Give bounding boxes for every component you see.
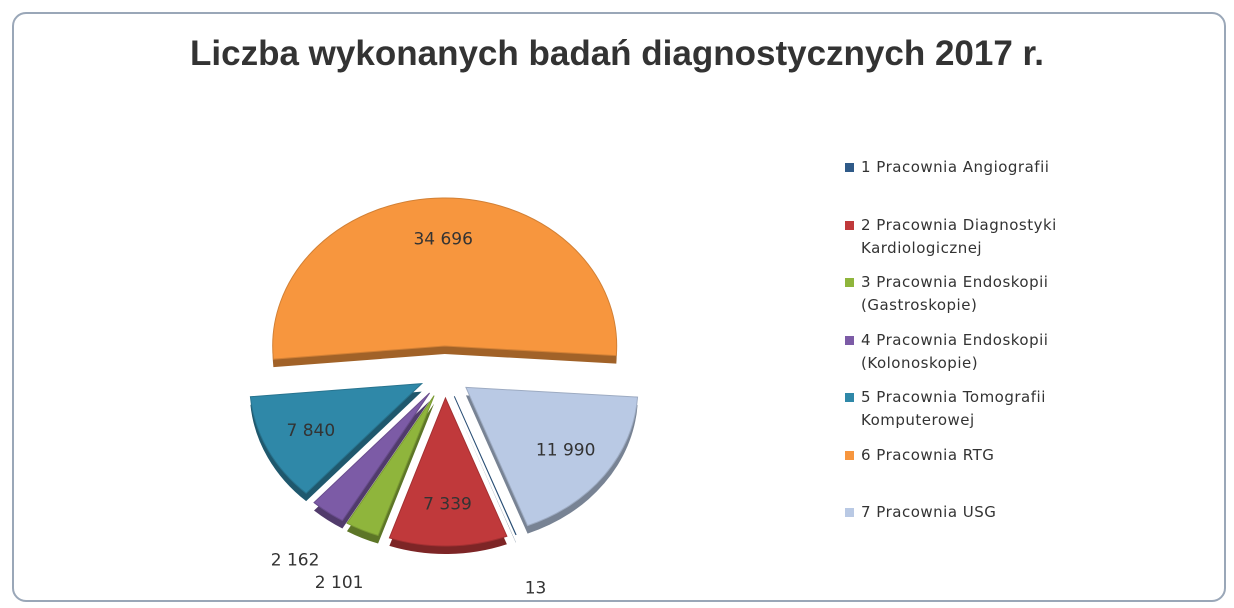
legend-label: 2 Pracownia Diagnostyki Kardiologicznej xyxy=(861,215,1057,257)
slice xyxy=(313,392,431,522)
legend-item: 5 Pracownia Tomografii Komputerowej xyxy=(845,386,1115,444)
legend-swatch xyxy=(845,163,854,172)
legend: 1 Pracownia Angiografii 2 Pracownia Diagn… xyxy=(845,156,1115,559)
legend-item: 1 Pracownia Angiografii xyxy=(845,156,1115,214)
legend-item: 2 Pracownia Diagnostyki Kardiologicznej xyxy=(845,214,1115,272)
legend-item: 7 Pracownia USG xyxy=(845,501,1115,559)
legend-label: 1 Pracownia Angiografii xyxy=(861,158,1050,176)
legend-swatch xyxy=(845,335,854,345)
legend-swatch xyxy=(845,278,854,287)
legend-label: 3 Pracownia Endoskopii (Gastroskopie) xyxy=(861,273,1049,314)
legend-item: 6 Pracownia RTG xyxy=(845,444,1115,502)
legend-item: 4 Pracownia Endoskopii (Kolonoskopie) xyxy=(845,329,1115,387)
data-label: 2 101 xyxy=(315,573,364,593)
legend-label: 5 Pracownia Tomografii Komputerowej xyxy=(861,388,1046,429)
slice xyxy=(249,382,424,494)
data-label: 34 696 xyxy=(413,229,472,249)
slice xyxy=(388,396,508,547)
slice xyxy=(465,386,639,527)
legend-label: 4 Pracownia Endoskopii (Kolonoskopie) xyxy=(861,330,1049,372)
legend-swatch xyxy=(845,393,854,402)
legend-label: 7 Pracownia USG xyxy=(861,503,997,521)
legend-label: 6 Pracownia RTG xyxy=(861,445,995,464)
data-label: 13 xyxy=(525,579,547,599)
slice xyxy=(346,395,435,537)
chart-frame xyxy=(12,12,1226,602)
data-label: 2 162 xyxy=(271,550,320,570)
data-label: 7 339 xyxy=(423,495,472,515)
legend-swatch xyxy=(845,508,854,517)
legend-item: 3 Pracownia Endoskopii (Gastroskopie) xyxy=(845,271,1115,329)
legend-swatch xyxy=(845,450,854,460)
legend-swatch xyxy=(845,220,854,230)
data-label: 7 840 xyxy=(287,421,336,441)
data-label: 11 990 xyxy=(536,441,595,461)
slice xyxy=(453,396,517,536)
chart-title: Liczba wykonanych badań diagnostycznych … xyxy=(190,34,1044,73)
slice xyxy=(272,197,618,360)
slice-side xyxy=(454,404,516,543)
